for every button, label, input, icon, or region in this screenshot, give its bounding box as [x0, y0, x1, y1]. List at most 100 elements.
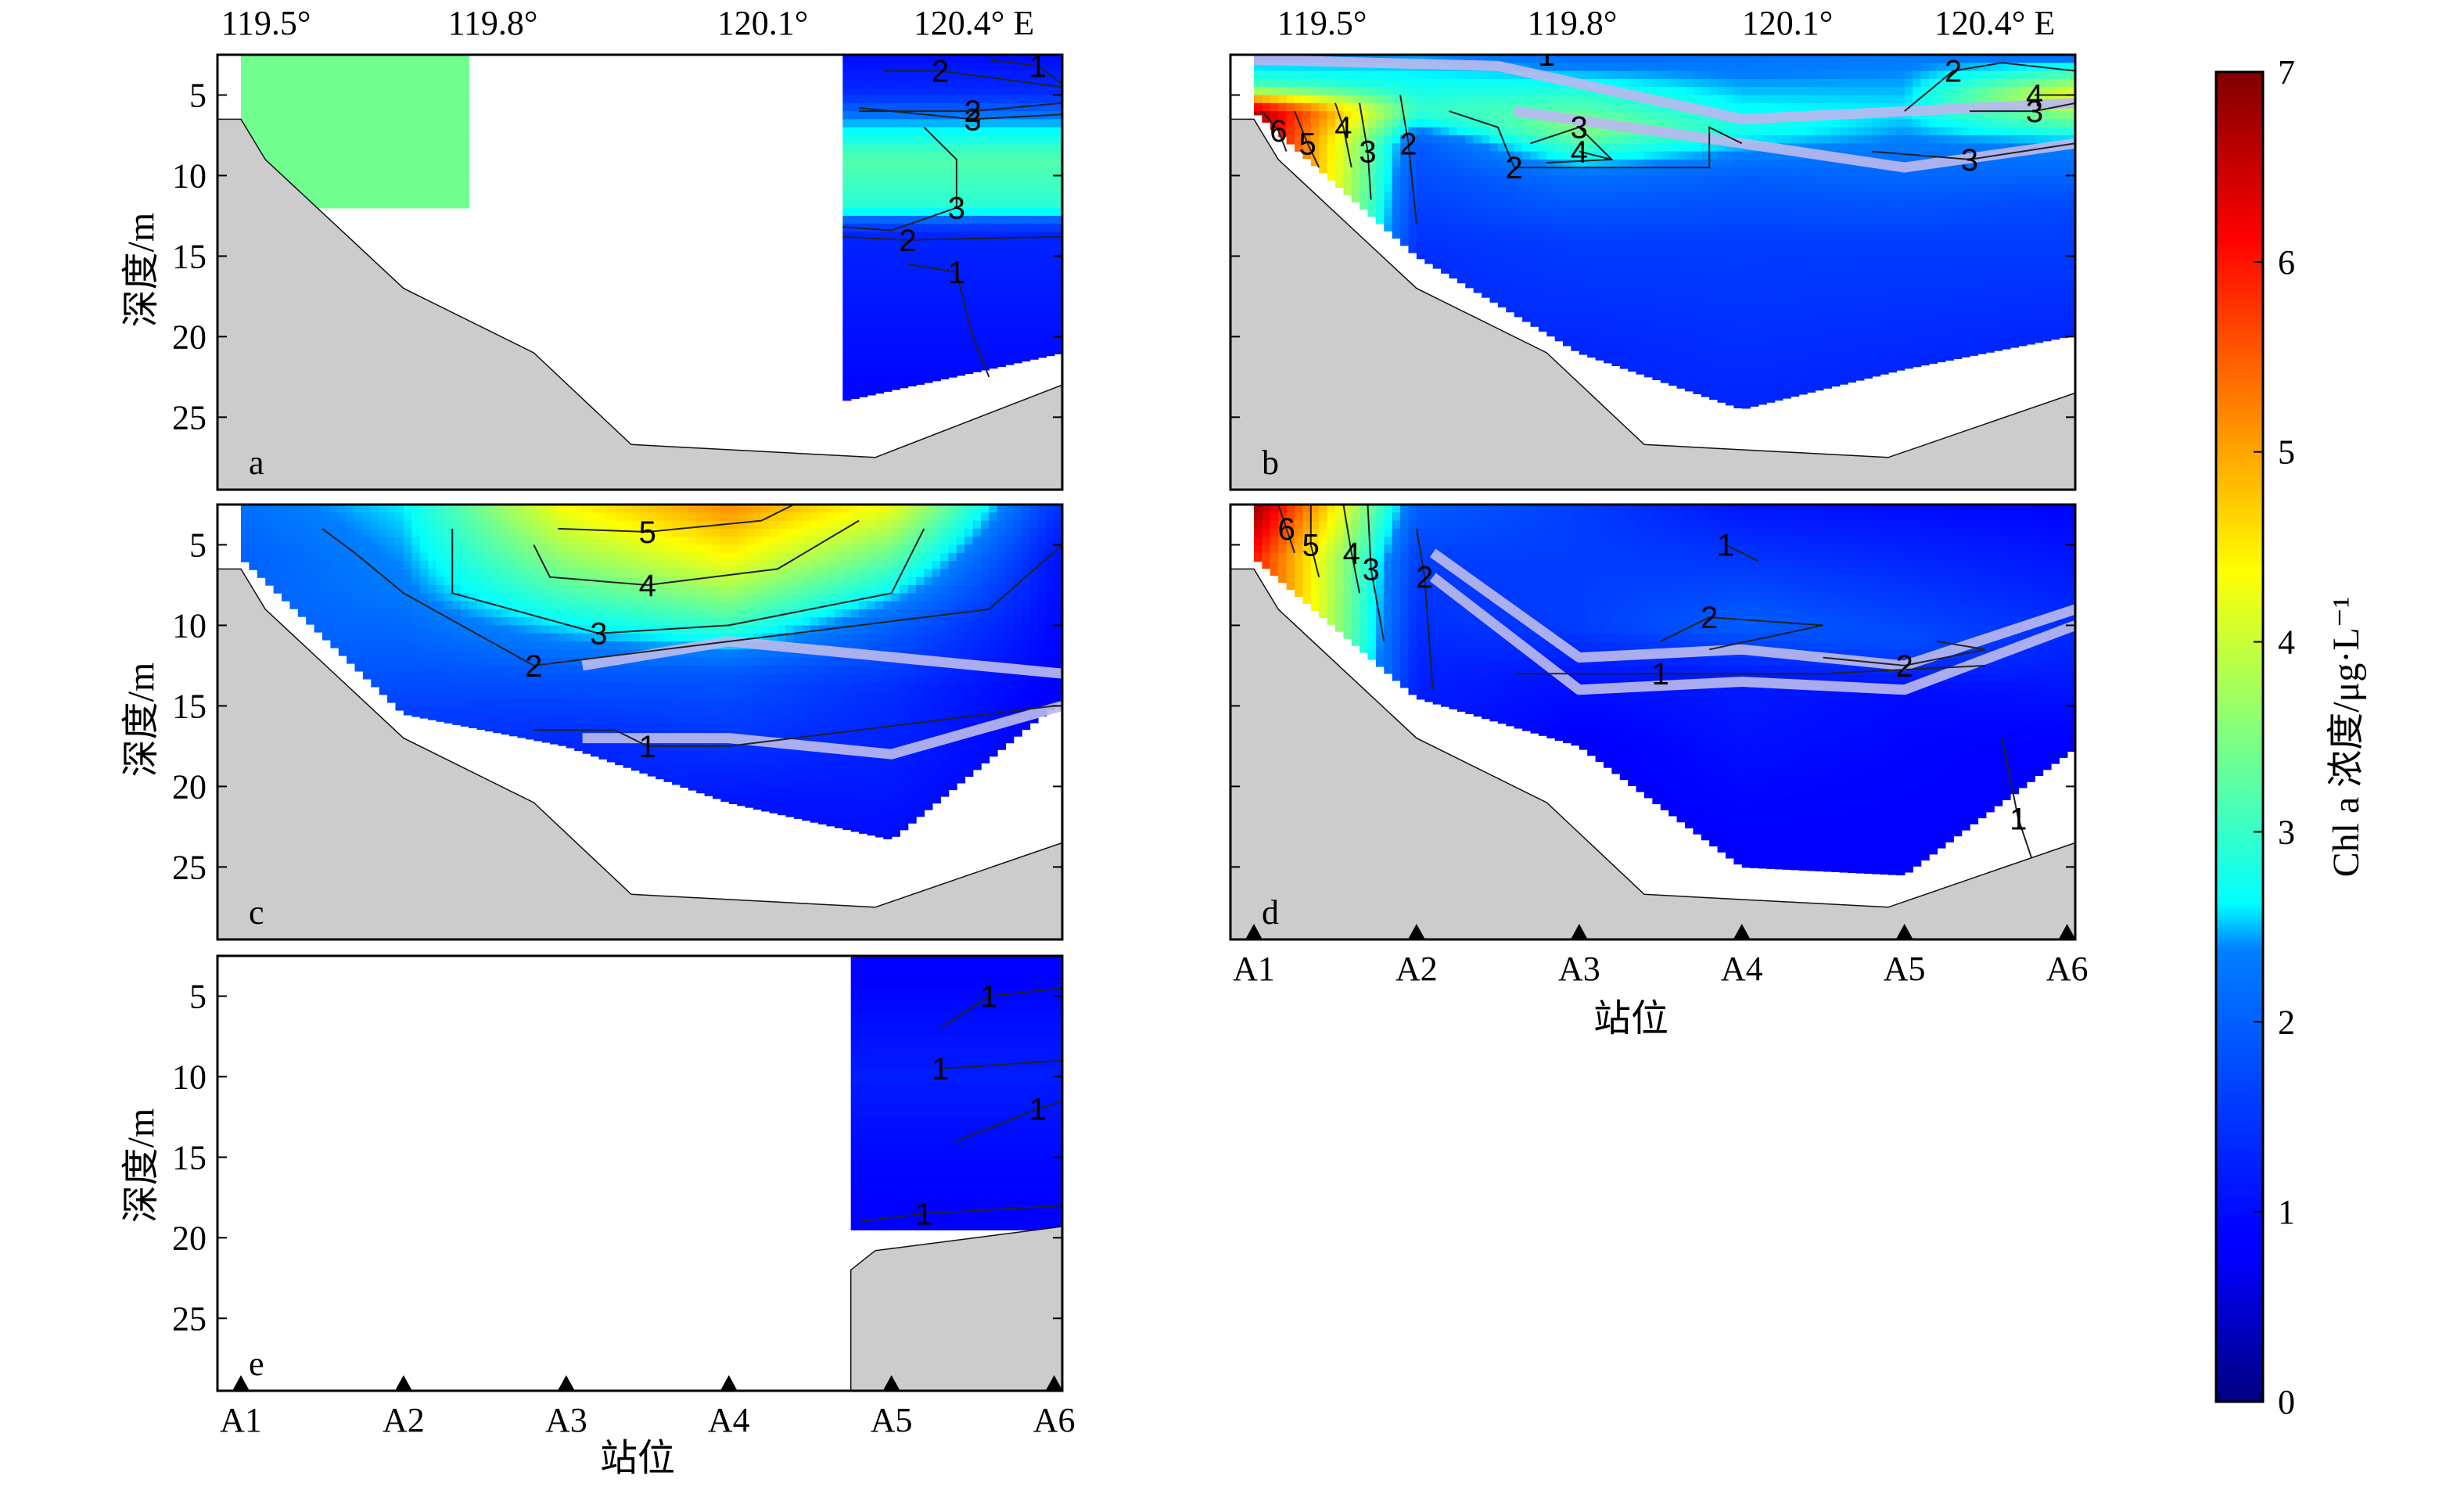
- cell-a: [461, 87, 469, 95]
- cell-b: [1831, 313, 1840, 321]
- cell-a: [892, 329, 900, 337]
- cell-a: [274, 103, 282, 112]
- cell-a: [875, 264, 884, 273]
- cell-b: [2010, 87, 2019, 95]
- cell-b: [1888, 208, 1897, 217]
- cell-b: [1522, 152, 1531, 160]
- cell-a: [900, 264, 908, 273]
- cell-b: [1766, 103, 1775, 112]
- cell-b: [1579, 63, 1588, 71]
- cell-b: [2018, 345, 2027, 347]
- cell-b: [1766, 232, 1775, 241]
- cell-a: [314, 192, 323, 200]
- cell-b: [1921, 128, 1930, 136]
- cell-b: [1685, 385, 1694, 391]
- cell-b: [1482, 232, 1490, 241]
- cell-b: [1840, 55, 1848, 63]
- cell-b: [1327, 152, 1336, 160]
- cell-b: [1880, 353, 1889, 361]
- cell-a: [387, 128, 396, 136]
- cell-b: [1726, 63, 1734, 71]
- cell-a: [339, 152, 347, 160]
- cell-b: [1872, 304, 1880, 313]
- cell-a: [1005, 304, 1014, 313]
- cell-a: [973, 199, 982, 208]
- cell-b: [1994, 175, 2002, 184]
- cell-a: [908, 304, 917, 313]
- cell-b: [1587, 71, 1596, 80]
- cell-b: [2027, 336, 2035, 344]
- cell-b: [1295, 79, 1303, 88]
- cell-b: [1823, 256, 1832, 264]
- cell-b: [1807, 272, 1816, 281]
- cell-b: [1563, 87, 1571, 95]
- cell-b: [2027, 135, 2035, 144]
- cell-b: [1807, 135, 1816, 144]
- cell-a: [1014, 336, 1022, 345]
- cell-b: [1498, 280, 1507, 289]
- cell-b: [1636, 336, 1645, 345]
- cell-a: [875, 63, 884, 71]
- cell-b: [1579, 289, 1588, 297]
- cell-b: [1953, 304, 1962, 313]
- cell-b: [1905, 304, 1913, 313]
- cell-a: [916, 248, 925, 257]
- cell-a: [851, 192, 860, 200]
- cell-a: [875, 87, 884, 95]
- cell-a: [436, 175, 445, 184]
- cell-b: [1628, 184, 1636, 192]
- cell-a: [444, 111, 453, 120]
- cell-b: [1693, 175, 1701, 184]
- cell-b: [1652, 143, 1661, 152]
- cell-a: [379, 152, 388, 160]
- cell-a: [436, 111, 445, 120]
- cell-a: [892, 175, 900, 184]
- cell-b: [1409, 87, 1417, 95]
- cell-b: [1733, 256, 1742, 264]
- cell-b: [1733, 321, 1742, 329]
- cell-b: [1506, 87, 1514, 95]
- cell-a: [396, 184, 404, 192]
- cell-b: [1596, 321, 1604, 329]
- cell-b: [1733, 377, 1742, 386]
- cell-b: [1726, 369, 1734, 378]
- cell-a: [1029, 128, 1038, 136]
- cell-b: [1555, 143, 1564, 152]
- cell-b: [1498, 103, 1507, 112]
- cell-b: [1855, 264, 1864, 273]
- cell-b: [1636, 79, 1645, 88]
- cell-b: [1620, 216, 1629, 224]
- cell-b: [1718, 224, 1726, 232]
- cell-a: [892, 119, 900, 128]
- cell-b: [1807, 336, 1816, 345]
- cell-b: [1791, 361, 1799, 369]
- cell-a: [981, 184, 990, 192]
- cell-b: [1709, 304, 1718, 313]
- cell-b: [1668, 208, 1677, 217]
- cell-a: [900, 313, 908, 321]
- cell-b: [1962, 184, 1970, 192]
- cell-b: [1636, 175, 1645, 184]
- cell-a: [411, 103, 420, 112]
- cell-a: [932, 329, 941, 337]
- cell-b: [1620, 313, 1629, 321]
- cell-a: [1029, 329, 1038, 337]
- cell-b: [1409, 167, 1417, 176]
- cell-b: [1855, 184, 1864, 192]
- cell-a: [875, 175, 884, 184]
- cell-b: [1482, 143, 1490, 152]
- cell-a: [964, 199, 973, 208]
- cell-b: [1807, 369, 1816, 378]
- cell-b: [1742, 55, 1751, 63]
- cell-b: [1668, 184, 1677, 192]
- cell-b: [1848, 264, 1856, 273]
- cell-b: [1555, 296, 1564, 305]
- cell-b: [1531, 232, 1539, 241]
- cell-b: [1766, 296, 1775, 305]
- cell-a: [1014, 361, 1022, 363]
- cell-b: [1701, 199, 1710, 208]
- cell-b: [2042, 336, 2051, 341]
- cell-b: [2010, 135, 2019, 144]
- cell-a: [265, 103, 274, 112]
- cell-a: [404, 184, 412, 192]
